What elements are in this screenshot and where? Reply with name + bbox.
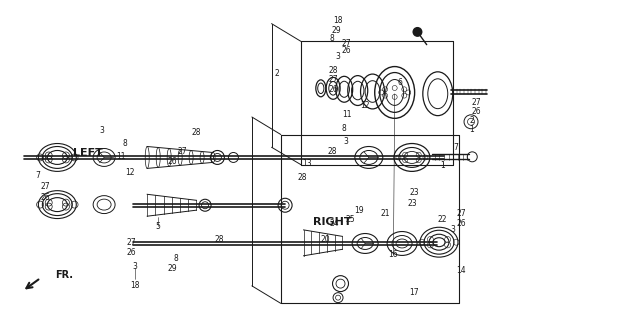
Text: 26: 26 [126, 248, 136, 257]
Text: 26: 26 [40, 193, 50, 202]
Text: FR.: FR. [55, 270, 73, 280]
Text: 7: 7 [454, 143, 458, 152]
Text: 16: 16 [389, 251, 398, 260]
Text: 27: 27 [126, 238, 136, 247]
Text: 3: 3 [100, 126, 105, 135]
Text: 27: 27 [342, 39, 352, 48]
Text: 14: 14 [457, 266, 466, 276]
Text: 23: 23 [407, 199, 416, 208]
Text: 22: 22 [438, 215, 447, 224]
Text: 3: 3 [343, 137, 348, 146]
Text: 28: 28 [328, 66, 338, 75]
Text: 3: 3 [133, 262, 138, 271]
Text: 26: 26 [167, 157, 176, 166]
Text: 18: 18 [333, 16, 343, 25]
Text: 2: 2 [274, 69, 279, 78]
Text: 1: 1 [470, 125, 474, 134]
Text: 26: 26 [471, 107, 481, 116]
Text: 21: 21 [381, 209, 390, 218]
Text: 27: 27 [40, 182, 50, 191]
Text: 26: 26 [342, 45, 352, 55]
Text: RIGHT: RIGHT [313, 217, 352, 227]
Text: 29: 29 [331, 26, 341, 35]
Text: 7: 7 [35, 171, 40, 180]
Text: 28: 28 [327, 147, 337, 156]
Text: 8: 8 [342, 124, 347, 132]
Text: 20: 20 [321, 235, 331, 244]
Text: 27: 27 [457, 209, 466, 218]
Text: 17: 17 [410, 288, 419, 297]
Text: 27: 27 [328, 75, 338, 84]
Text: 8: 8 [173, 254, 178, 263]
Text: 27: 27 [178, 147, 187, 156]
Text: 3: 3 [451, 225, 455, 234]
Text: 24: 24 [329, 219, 339, 228]
Text: 28: 28 [215, 235, 224, 244]
Text: 28: 28 [297, 173, 307, 182]
Text: 11: 11 [116, 152, 125, 161]
Text: 8: 8 [329, 34, 334, 43]
Text: 12: 12 [360, 101, 370, 110]
Text: LEFT: LEFT [73, 148, 103, 158]
Text: 29: 29 [167, 264, 176, 273]
Text: 28: 28 [192, 128, 201, 137]
Text: 3: 3 [336, 52, 341, 61]
Text: 11: 11 [342, 110, 352, 119]
Text: 27: 27 [471, 98, 481, 107]
Text: 13: 13 [302, 159, 312, 168]
Text: 1: 1 [441, 161, 445, 170]
Text: 19: 19 [354, 206, 364, 215]
Circle shape [413, 27, 423, 37]
Text: 12: 12 [125, 168, 135, 177]
Text: 18: 18 [130, 281, 139, 290]
Text: 6: 6 [397, 78, 402, 87]
Text: 2: 2 [470, 116, 474, 125]
Text: 23: 23 [410, 188, 419, 197]
Text: 8: 8 [123, 139, 128, 148]
Text: 26: 26 [328, 85, 338, 94]
Text: 5: 5 [155, 222, 160, 231]
Text: 25: 25 [346, 215, 355, 224]
Text: 26: 26 [457, 219, 466, 228]
